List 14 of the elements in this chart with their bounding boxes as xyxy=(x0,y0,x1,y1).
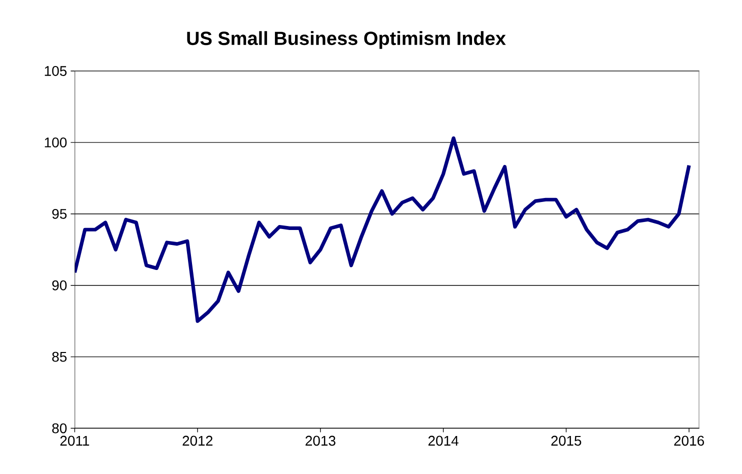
line-series xyxy=(74,136,691,323)
x-tick-label: 2015 xyxy=(551,436,582,446)
x-tick-label: 2012 xyxy=(182,436,212,446)
y-tick-label: 85 xyxy=(52,352,67,362)
y-tick-label: 100 xyxy=(44,137,67,148)
x-tick-label: 2016 xyxy=(674,436,704,446)
y-tick-label: 90 xyxy=(52,280,67,290)
x-tick-label: 2011 xyxy=(60,436,90,446)
y-tick-label: 105 xyxy=(44,66,67,76)
x-tick-label: 2013 xyxy=(306,436,336,446)
x-tick-label: 2014 xyxy=(428,436,458,446)
chart-title: US Small Business Optimism Index xyxy=(187,31,506,49)
y-tick-label: 80 xyxy=(52,423,67,434)
y-tick-label: 95 xyxy=(52,208,67,219)
